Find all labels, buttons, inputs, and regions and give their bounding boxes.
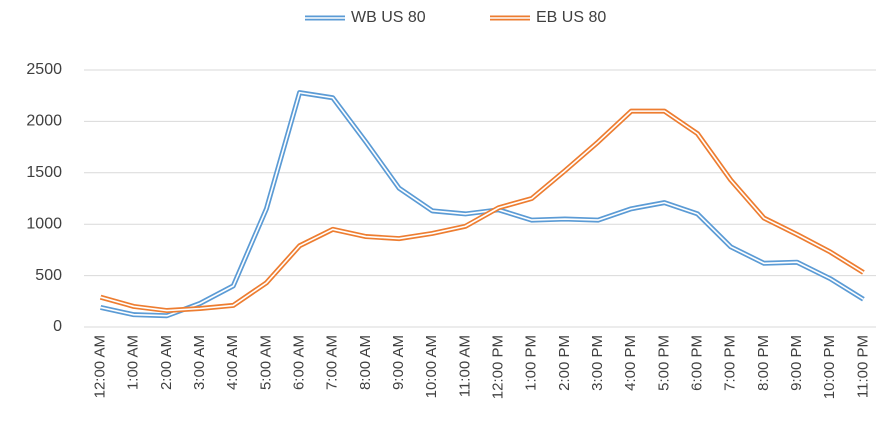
x-tick-label: 10:00 AM xyxy=(423,335,440,398)
x-tick-label: 8:00 AM xyxy=(357,335,374,390)
x-tick-label: 5:00 AM xyxy=(257,335,274,390)
x-tick-label: 1:00 PM xyxy=(523,335,540,391)
x-tick-label: 3:00 AM xyxy=(191,335,208,390)
legend-label: WB US 80 xyxy=(351,9,426,26)
x-tick-label: 6:00 PM xyxy=(689,335,706,391)
series-line-inner xyxy=(100,91,864,317)
x-tick-label: 12:00 AM xyxy=(92,335,109,398)
y-tick-label: 1500 xyxy=(26,164,62,181)
y-tick-label: 2500 xyxy=(26,61,62,78)
x-tick-label: 11:00 PM xyxy=(854,335,871,398)
x-tick-label: 1:00 AM xyxy=(125,335,142,390)
x-tick-label: 4:00 AM xyxy=(224,335,241,390)
x-tick-label: 7:00 AM xyxy=(324,335,341,390)
x-tick-label: 2:00 PM xyxy=(556,335,573,391)
x-tick-label: 12:00 PM xyxy=(490,335,507,399)
series-line-inner xyxy=(100,110,864,312)
x-tick-label: 4:00 PM xyxy=(622,335,639,391)
y-tick-label: 500 xyxy=(35,267,62,284)
y-tick-label: 2000 xyxy=(26,113,62,130)
x-tick-label: 8:00 PM xyxy=(755,335,772,391)
x-tick-label: 2:00 AM xyxy=(158,335,175,390)
y-tick-label: 0 xyxy=(53,318,62,335)
x-tick-label: 9:00 AM xyxy=(390,335,407,390)
x-tick-label: 3:00 PM xyxy=(589,335,606,391)
x-tick-label: 9:00 PM xyxy=(788,335,805,391)
y-tick-label: 1000 xyxy=(26,215,62,232)
x-tick-label: 10:00 PM xyxy=(821,335,838,399)
x-tick-label: 5:00 PM xyxy=(655,335,672,391)
x-tick-label: 6:00 AM xyxy=(291,335,308,390)
x-tick-label: 7:00 PM xyxy=(722,335,739,391)
x-tick-label: 11:00 AM xyxy=(456,335,473,397)
legend-label: EB US 80 xyxy=(536,9,606,26)
